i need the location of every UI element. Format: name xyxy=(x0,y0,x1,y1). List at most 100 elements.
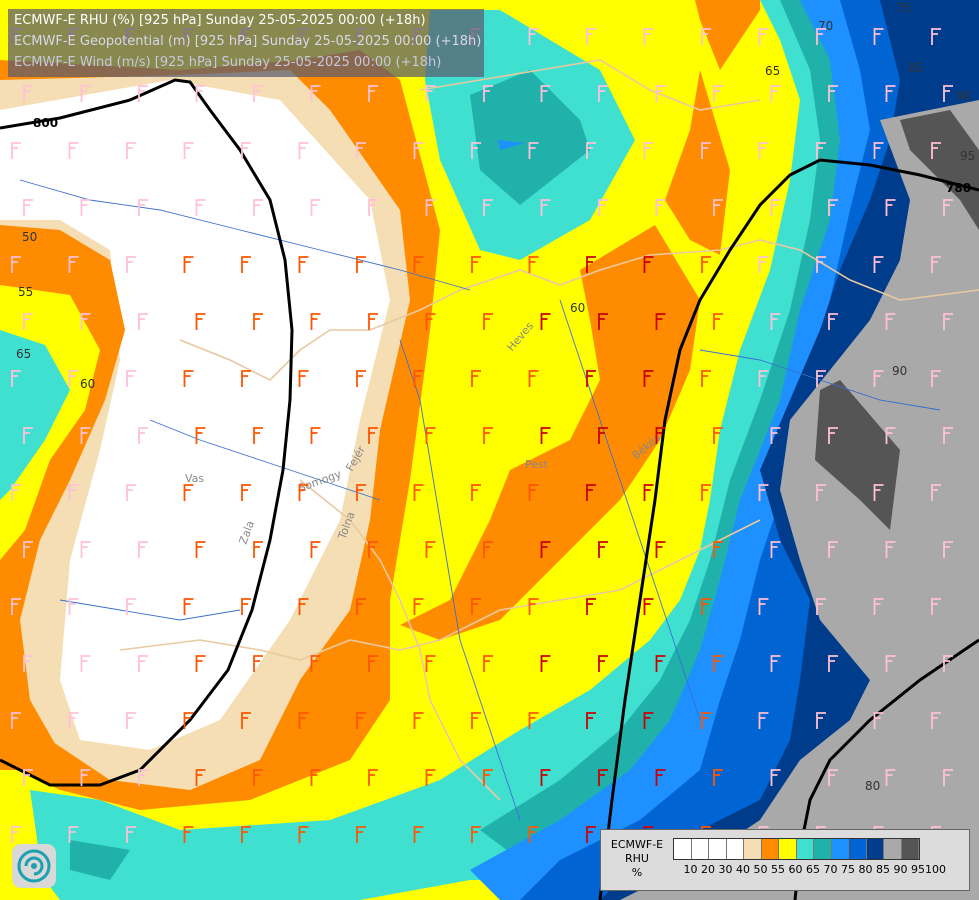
wind-barb-icon xyxy=(643,28,654,45)
wind-barb-icon xyxy=(11,598,21,615)
wind-barb-icon xyxy=(528,484,539,501)
wind-barb-icon xyxy=(885,313,896,330)
wind-barb-icon xyxy=(528,256,539,273)
wind-barb-icon xyxy=(701,142,711,159)
wind-barb-icon xyxy=(816,484,826,501)
wind-barb-icon xyxy=(713,655,723,672)
svg-text:65: 65 xyxy=(16,347,31,361)
wind-barb-icon xyxy=(483,769,493,786)
wind-barb-icon xyxy=(23,85,33,102)
legend-swatch xyxy=(674,839,692,859)
wind-barb-icon xyxy=(701,484,711,501)
wind-barb-icon xyxy=(828,541,838,558)
wind-barb-icon xyxy=(413,826,424,843)
wind-barb-icon xyxy=(943,313,953,330)
wind-barb-icon xyxy=(471,484,481,501)
wind-barb-icon xyxy=(356,598,366,615)
wind-barb-icon xyxy=(643,370,654,387)
wind-barb-icon xyxy=(655,85,666,102)
wind-barb-icon xyxy=(11,256,21,273)
wind-barb-icon xyxy=(413,484,424,501)
wind-barb-icon xyxy=(528,370,539,387)
wind-barb-icon xyxy=(23,541,33,558)
wind-barb-icon xyxy=(253,655,263,672)
wind-barb-icon xyxy=(241,370,251,387)
wind-barb-icon xyxy=(425,85,436,102)
wind-barb-icon xyxy=(828,769,838,786)
svg-text:90: 90 xyxy=(892,364,907,378)
wind-barb-icon xyxy=(643,142,654,159)
wind-barb-icon xyxy=(298,826,309,843)
wind-barb-icon xyxy=(298,370,309,387)
wind-barb-icon xyxy=(126,598,136,615)
wind-barb-icon xyxy=(183,256,194,273)
contour-labels: 800 780 xyxy=(33,116,971,195)
wind-barb-icon xyxy=(643,256,654,273)
wind-barb-icon xyxy=(598,313,608,330)
wind-barb-icon xyxy=(770,313,781,330)
wind-barb-icon xyxy=(68,256,79,273)
wind-barb-icon xyxy=(758,598,769,615)
legend-tick-label: 65 xyxy=(806,863,820,876)
wind-barb-icon xyxy=(23,427,33,444)
wind-barb-icon xyxy=(195,199,206,216)
wind-barb-icon xyxy=(483,427,493,444)
wind-barb-icon xyxy=(885,769,896,786)
wind-barb-icon xyxy=(598,427,608,444)
wind-barb-icon xyxy=(471,712,481,729)
wind-barb-icon xyxy=(425,427,436,444)
wind-barb-icon xyxy=(68,598,79,615)
legend-swatch xyxy=(709,839,727,859)
wind-barb-icon xyxy=(310,655,321,672)
wind-barb-icon xyxy=(931,256,941,273)
legend-swatch xyxy=(814,839,832,859)
wind-barb-icon xyxy=(770,199,781,216)
wind-barb-icon xyxy=(253,313,263,330)
wind-barb-icon xyxy=(425,541,436,558)
wind-barb-icon xyxy=(195,541,206,558)
wind-barb-icon xyxy=(368,199,378,216)
legend-unit: % xyxy=(631,866,643,879)
wind-barb-icon xyxy=(356,256,366,273)
wind-barb-icon xyxy=(138,541,148,558)
wind-barb-icon xyxy=(816,370,826,387)
wind-barb-icon xyxy=(11,142,21,159)
wind-barb-icon xyxy=(68,142,79,159)
legend-swatch xyxy=(726,839,744,859)
wind-barb-icon xyxy=(713,769,723,786)
legend-tick-label: 70 xyxy=(823,863,838,876)
wind-barb-icon xyxy=(540,655,551,672)
legend-swatch xyxy=(779,839,797,859)
svg-text:50: 50 xyxy=(22,230,37,244)
wind-barb-icon xyxy=(701,712,711,729)
legend-tick-label: 75 xyxy=(841,863,855,876)
wind-barb-icon xyxy=(138,427,148,444)
wind-barb-icon xyxy=(586,712,596,729)
wind-barb-icon xyxy=(816,598,826,615)
wind-barb-icon xyxy=(931,142,941,159)
wind-barb-icon xyxy=(126,484,136,501)
wind-barb-icon xyxy=(586,826,596,843)
wind-barb-icon xyxy=(528,598,539,615)
wind-barb-icon xyxy=(241,142,251,159)
wind-barb-icon xyxy=(68,712,79,729)
wind-barb-icon xyxy=(68,826,79,843)
wind-barb-icon xyxy=(310,199,321,216)
legend-label: ECMWF-E RHU % xyxy=(605,838,669,880)
wind-barb-icon xyxy=(413,370,424,387)
wind-barb-icon xyxy=(310,541,321,558)
wind-barb-icon xyxy=(183,598,194,615)
wind-barb-icon xyxy=(540,313,551,330)
legend-tick-label: 10 xyxy=(683,863,698,876)
wind-barb-icon xyxy=(253,769,263,786)
wind-barb-icon xyxy=(816,142,826,159)
wind-barb-icon xyxy=(873,28,884,45)
legend-tick-label: 95 xyxy=(911,863,925,876)
contour-label-780: 780 xyxy=(946,181,971,195)
wind-barb-icon xyxy=(11,826,21,843)
wind-barb-icon xyxy=(183,142,194,159)
wind-barb-icon xyxy=(80,199,91,216)
wind-barb-icon xyxy=(310,427,321,444)
wind-barb-icon xyxy=(816,28,826,45)
wind-barb-icon xyxy=(483,655,493,672)
